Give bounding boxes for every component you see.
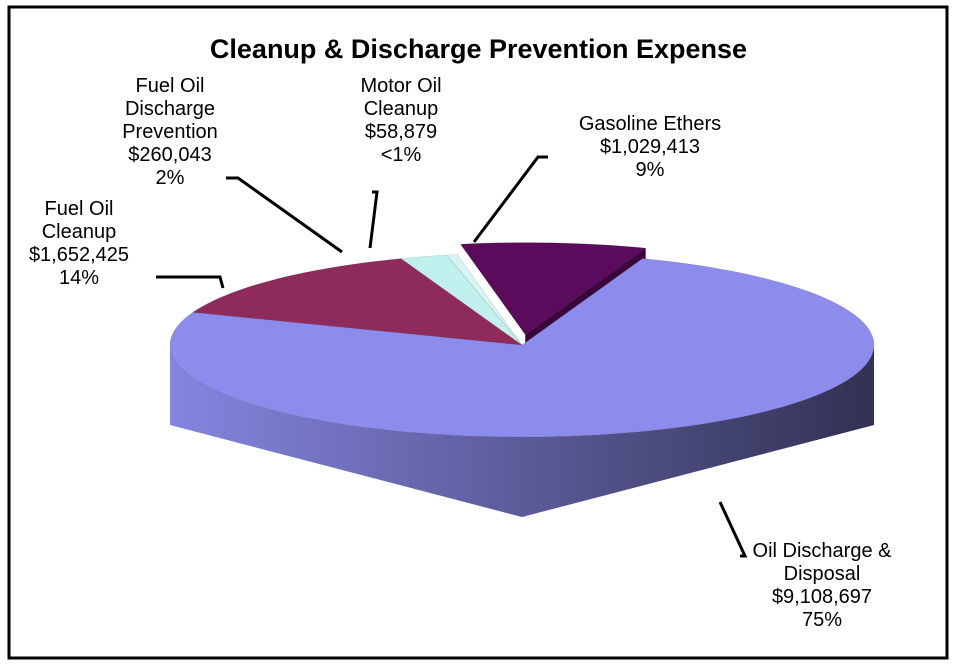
leader-line bbox=[368, 190, 379, 249]
label-value: $260,043 bbox=[128, 144, 212, 166]
pie bbox=[169, 242, 875, 517]
leader-lines bbox=[156, 155, 748, 558]
label-percent: 9% bbox=[635, 159, 665, 181]
slice bbox=[446, 254, 523, 346]
leader-line bbox=[226, 176, 343, 254]
data-label: Fuel Oil Cleanup $1,652,425 14% bbox=[20, 198, 138, 290]
label-name: Gasoline Ethers bbox=[578, 113, 722, 135]
side-shade bbox=[170, 345, 874, 517]
leader-line bbox=[718, 501, 748, 558]
label-value: $1,029,413 bbox=[599, 136, 701, 158]
slice bbox=[459, 242, 647, 335]
data-label: Gasoline Ethers $1,029,413 9% bbox=[550, 113, 750, 182]
label-value: $1,652,425 bbox=[28, 244, 130, 266]
label-value: $9,108,697 bbox=[771, 586, 873, 608]
label-name: Oil Discharge & Disposal bbox=[752, 540, 892, 585]
slice bbox=[192, 258, 524, 346]
data-label: Motor Oil Cleanup $58,879 <1% bbox=[351, 75, 451, 167]
leader-line bbox=[472, 155, 548, 243]
label-percent: 14% bbox=[58, 267, 100, 289]
chart-title: Cleanup & Discharge Prevention Expense bbox=[209, 34, 748, 64]
slice bbox=[169, 258, 875, 438]
data-label: Fuel Oil Discharge Prevention $260,043 2% bbox=[108, 75, 232, 190]
label-percent: <1% bbox=[380, 144, 422, 166]
label-value: $58,879 bbox=[364, 121, 438, 143]
label-name: Fuel Oil Cleanup bbox=[41, 198, 117, 243]
label-name: Fuel Oil Discharge Prevention bbox=[122, 75, 218, 143]
label-percent: 2% bbox=[155, 167, 185, 189]
label-name: Motor Oil Cleanup bbox=[360, 75, 442, 120]
data-label: Oil Discharge & Disposal $9,108,697 75% bbox=[752, 540, 892, 632]
leader-line bbox=[156, 275, 225, 289]
label-percent: 75% bbox=[801, 609, 843, 631]
